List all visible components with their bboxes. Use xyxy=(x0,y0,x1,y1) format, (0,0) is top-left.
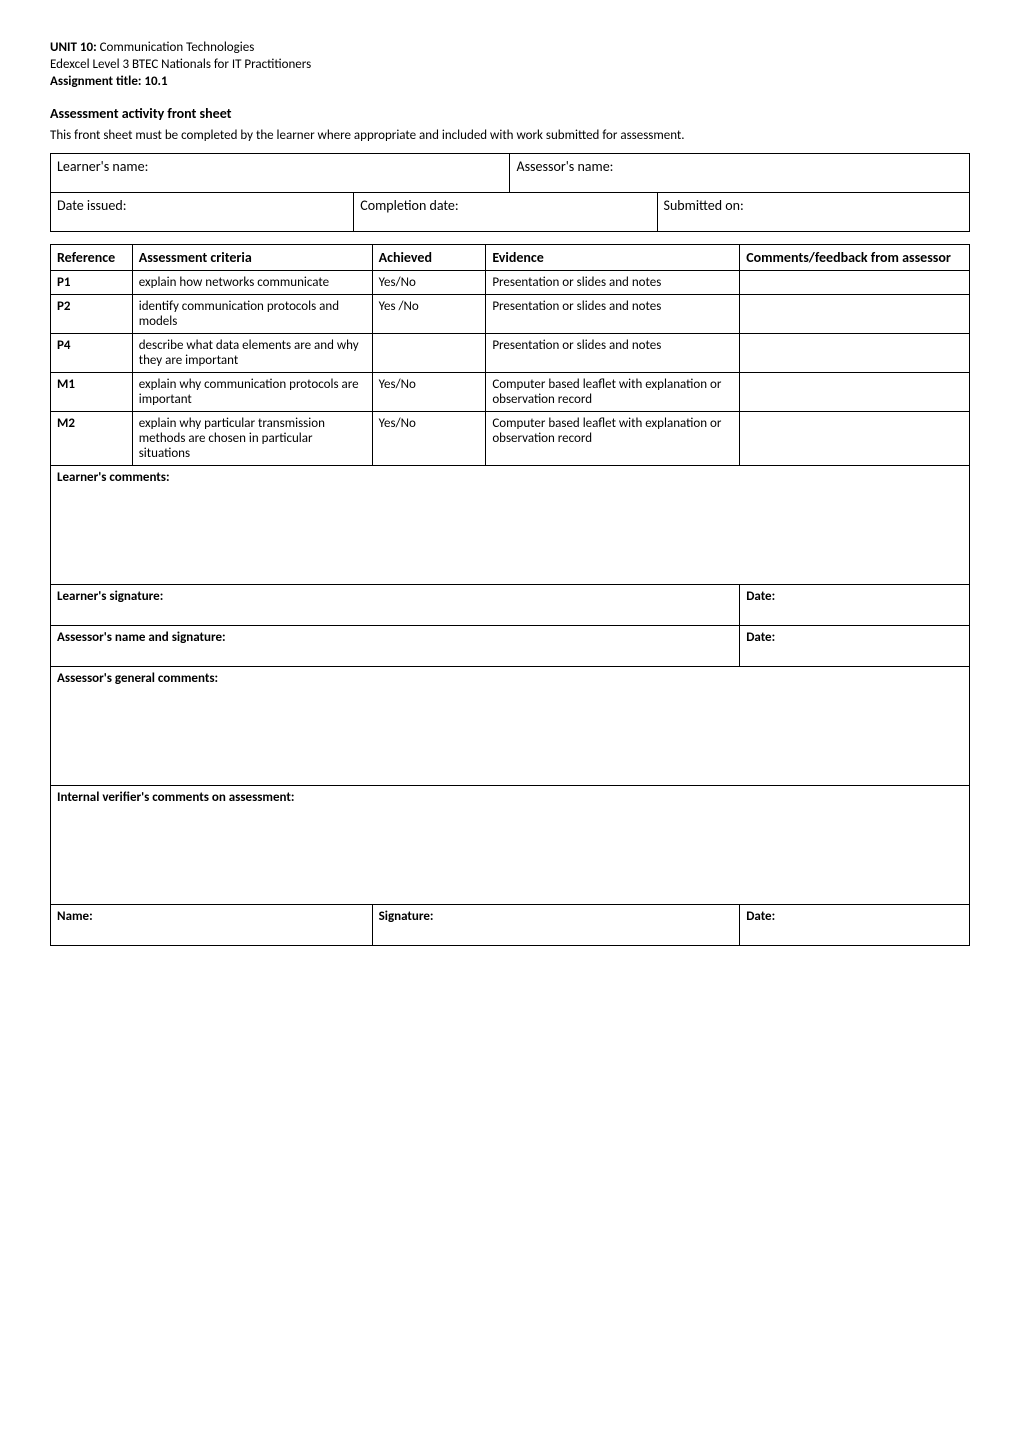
name-label: Name: xyxy=(57,909,93,924)
table-row: M1 explain why communication protocols a… xyxy=(51,372,970,411)
verifier-signature-cell[interactable]: Signature: xyxy=(372,904,740,945)
col-reference: Reference xyxy=(51,244,133,270)
comments-cell[interactable] xyxy=(740,333,970,372)
course-name: Edexcel Level 3 BTEC Nationals for IT Pr… xyxy=(50,57,311,72)
achieved-cell[interactable]: Yes/No xyxy=(372,411,486,465)
verifier-comments-cell[interactable]: Internal verifier's comments on assessme… xyxy=(51,785,970,904)
comments-cell[interactable] xyxy=(740,372,970,411)
ref-cell: M2 xyxy=(51,411,133,465)
table-row: M2 explain why particular transmission m… xyxy=(51,411,970,465)
section-title: Assessment activity front sheet xyxy=(50,105,970,122)
col-comments: Comments/feedback from assessor xyxy=(740,244,970,270)
document-header: UNIT 10: Communication Technologies Edex… xyxy=(50,40,970,91)
evidence-cell: Computer based leaflet with explanation … xyxy=(486,411,740,465)
achieved-cell[interactable]: Yes /No xyxy=(372,294,486,333)
date-label: Date: xyxy=(746,909,775,924)
assessor-name-cell[interactable]: Assessor's name: xyxy=(510,153,970,192)
completion-date-cell[interactable]: Completion date: xyxy=(354,192,657,231)
table-row: P4 describe what data elements are and w… xyxy=(51,333,970,372)
achieved-cell[interactable] xyxy=(372,333,486,372)
submitted-on-cell[interactable]: Submitted on: xyxy=(657,192,969,231)
learner-name-cell[interactable]: Learner's name: xyxy=(51,153,510,192)
achieved-cell[interactable]: Yes/No xyxy=(372,270,486,294)
learner-signature-cell[interactable]: Learner's signature: xyxy=(51,584,740,625)
evidence-cell: Presentation or slides and notes xyxy=(486,270,740,294)
learner-comments-label: Learner's comments: xyxy=(57,470,170,485)
verifier-name-cell[interactable]: Name: xyxy=(51,904,373,945)
assessor-signature-cell[interactable]: Assessor's name and signature: xyxy=(51,625,740,666)
verifier-comments-label: Internal verifier's comments on assessme… xyxy=(57,790,295,805)
ref-cell: P4 xyxy=(51,333,133,372)
col-evidence: Evidence xyxy=(486,244,740,270)
assessor-signature-label: Assessor's name and signature: xyxy=(57,630,226,645)
unit-title: Communication Technologies xyxy=(97,40,255,55)
info-table: Learner's name: Assessor's name: Date is… xyxy=(50,153,970,232)
learner-comments-cell[interactable]: Learner's comments: xyxy=(51,465,970,584)
intro-text: This front sheet must be completed by th… xyxy=(50,128,970,143)
evidence-cell: Presentation or slides and notes xyxy=(486,294,740,333)
assignment-title: Assignment title: 10.1 xyxy=(50,74,168,89)
ref-cell: P1 xyxy=(51,270,133,294)
learner-signature-date-cell[interactable]: Date: xyxy=(740,584,970,625)
date-issued-cell[interactable]: Date issued: xyxy=(51,192,354,231)
comments-cell[interactable] xyxy=(740,294,970,333)
date-label: Date: xyxy=(746,630,775,645)
criteria-cell: explain how networks communicate xyxy=(132,270,372,294)
ref-cell: P2 xyxy=(51,294,133,333)
ref-cell: M1 xyxy=(51,372,133,411)
assessor-general-cell[interactable]: Assessor's general comments: xyxy=(51,666,970,785)
verifier-comments-row: Internal verifier's comments on assessme… xyxy=(51,785,970,904)
evidence-cell: Presentation or slides and notes xyxy=(486,333,740,372)
learner-signature-label: Learner's signature: xyxy=(57,589,163,604)
date-label: Date: xyxy=(746,589,775,604)
evidence-cell: Computer based leaflet with explanation … xyxy=(486,372,740,411)
achieved-cell[interactable]: Yes/No xyxy=(372,372,486,411)
assessor-signature-row: Assessor's name and signature: Date: xyxy=(51,625,970,666)
criteria-cell: describe what data elements are and why … xyxy=(132,333,372,372)
assessor-signature-date-cell[interactable]: Date: xyxy=(740,625,970,666)
col-assessment-criteria: Assessment criteria xyxy=(132,244,372,270)
verifier-signature-row: Name: Signature: Date: xyxy=(51,904,970,945)
comments-cell[interactable] xyxy=(740,411,970,465)
table-row: P2 identify communication protocols and … xyxy=(51,294,970,333)
criteria-table: Reference Assessment criteria Achieved E… xyxy=(50,244,970,946)
criteria-cell: identify communication protocols and mod… xyxy=(132,294,372,333)
learner-comments-row: Learner's comments: xyxy=(51,465,970,584)
criteria-header-row: Reference Assessment criteria Achieved E… xyxy=(51,244,970,270)
col-achieved: Achieved xyxy=(372,244,486,270)
unit-label: UNIT 10: xyxy=(50,40,97,55)
comments-cell[interactable] xyxy=(740,270,970,294)
criteria-cell: explain why communication protocols are … xyxy=(132,372,372,411)
assessor-general-row: Assessor's general comments: xyxy=(51,666,970,785)
assessor-general-label: Assessor's general comments: xyxy=(57,671,218,686)
signature-label: Signature: xyxy=(379,909,434,924)
table-row: P1 explain how networks communicate Yes/… xyxy=(51,270,970,294)
criteria-cell: explain why particular transmission meth… xyxy=(132,411,372,465)
learner-signature-row: Learner's signature: Date: xyxy=(51,584,970,625)
verifier-date-cell[interactable]: Date: xyxy=(740,904,970,945)
